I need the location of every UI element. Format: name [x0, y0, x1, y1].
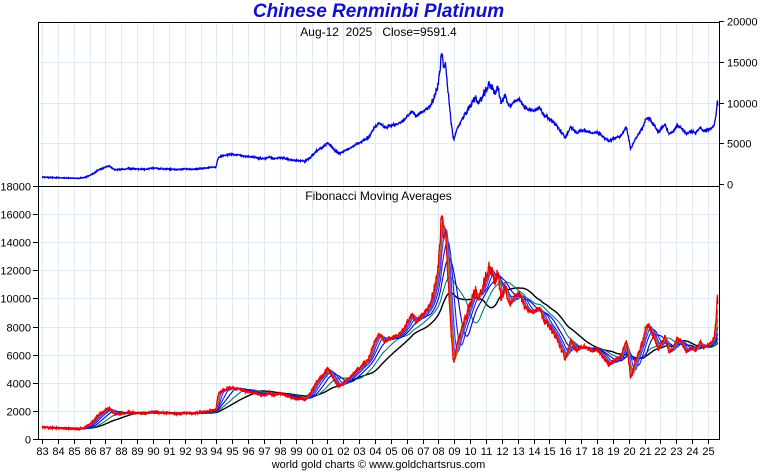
- y-tick-label-left: 8000: [7, 323, 31, 335]
- x-tick-label: 06: [401, 446, 413, 458]
- x-tick-label: 07: [417, 446, 429, 458]
- y-tick-label-left: 0: [25, 435, 31, 447]
- x-tick-label: 16: [559, 446, 571, 458]
- x-tick-label: 13: [512, 446, 524, 458]
- chart-title: Chinese Renminbi Platinum: [252, 1, 505, 22]
- x-tick-label: 96: [242, 446, 254, 458]
- fibonacci-ma-series: [41, 215, 719, 432]
- x-tick-label: 05: [385, 446, 397, 458]
- chart-subtitle: Aug-12 2025 Close=9591.4: [300, 25, 457, 39]
- x-tick-label: 89: [131, 446, 143, 458]
- x-tick-label: 25: [702, 446, 714, 458]
- x-tick-label: 17: [575, 446, 587, 458]
- x-tick-label: 04: [369, 446, 381, 458]
- y-tick-label-left: 12000: [0, 266, 31, 278]
- y-tick-label-left: 2000: [7, 407, 31, 419]
- y-tick-label-left: 14000: [0, 238, 31, 250]
- panel-borders: [38, 22, 720, 440]
- x-tick-label: 88: [115, 446, 127, 458]
- x-tick-label: 93: [195, 446, 207, 458]
- gridlines: [38, 22, 719, 439]
- x-tick-label: 20: [623, 446, 635, 458]
- footer-credit: world gold charts © www.goldchartsrus.co…: [271, 459, 486, 471]
- x-tick-label: 94: [210, 446, 222, 458]
- y-tick-label-left: 6000: [7, 351, 31, 363]
- y-tick-label-left: 10000: [0, 294, 31, 306]
- axis-ticks: [33, 21, 724, 444]
- x-tick-label: 02: [337, 446, 349, 458]
- y-tick-label-right: 5000: [727, 139, 751, 151]
- x-tick-label: 09: [448, 446, 460, 458]
- axis-labels: 83 84 85 86 87 88 89 90 91 92 93 94 95 96 97 98 99 00 01 02…: [0, 17, 757, 459]
- x-tick-label: 12: [496, 446, 508, 458]
- price-line-bottom: [41, 215, 719, 432]
- y-tick-label-left: 4000: [7, 379, 31, 391]
- x-tick-label: 86: [84, 446, 96, 458]
- x-tick-label: 84: [52, 446, 64, 458]
- y-tick-label-left: 16000: [0, 210, 31, 222]
- x-tick-label: 99: [290, 446, 302, 458]
- price-line-top: [41, 52, 719, 180]
- x-tick-label: 03: [353, 446, 365, 458]
- y-tick-label-right: 20000: [727, 17, 758, 29]
- x-tick-label: 91: [163, 446, 175, 458]
- x-tick-label: 14: [528, 446, 540, 458]
- y-tick-label-right: 0: [727, 180, 733, 192]
- x-tick-label: 87: [99, 446, 111, 458]
- y-tick-label-right: 10000: [727, 99, 758, 111]
- x-tick-label: 23: [670, 446, 682, 458]
- x-tick-label: 21: [639, 446, 651, 458]
- x-tick-label: 98: [274, 446, 286, 458]
- x-tick-label: 15: [543, 446, 555, 458]
- x-tick-label: 85: [68, 446, 80, 458]
- x-tick-label: 90: [147, 446, 159, 458]
- x-tick-label: 83: [36, 446, 48, 458]
- ma-line-21w: [41, 229, 719, 430]
- x-tick-label: 92: [179, 446, 191, 458]
- x-tick-label: 18: [591, 446, 603, 458]
- x-tick-label: 19: [607, 446, 619, 458]
- x-tick-label: 01: [321, 446, 333, 458]
- x-tick-label: 24: [686, 446, 698, 458]
- bottom-panel-title: Fibonacci Moving Averages: [305, 189, 452, 203]
- price-series-top: [41, 52, 719, 180]
- x-tick-label: 08: [432, 446, 444, 458]
- y-tick-label-right: 15000: [727, 58, 758, 70]
- x-tick-label: 97: [258, 446, 270, 458]
- x-tick-label: 11: [481, 446, 492, 458]
- ma-line-8w: [41, 216, 719, 430]
- x-tick-label: 10: [464, 446, 476, 458]
- y-tick-label-left: 18000: [0, 182, 31, 194]
- x-tick-label: 22: [654, 446, 666, 458]
- x-tick-label: 00: [306, 446, 318, 458]
- x-tick-label: 95: [226, 446, 238, 458]
